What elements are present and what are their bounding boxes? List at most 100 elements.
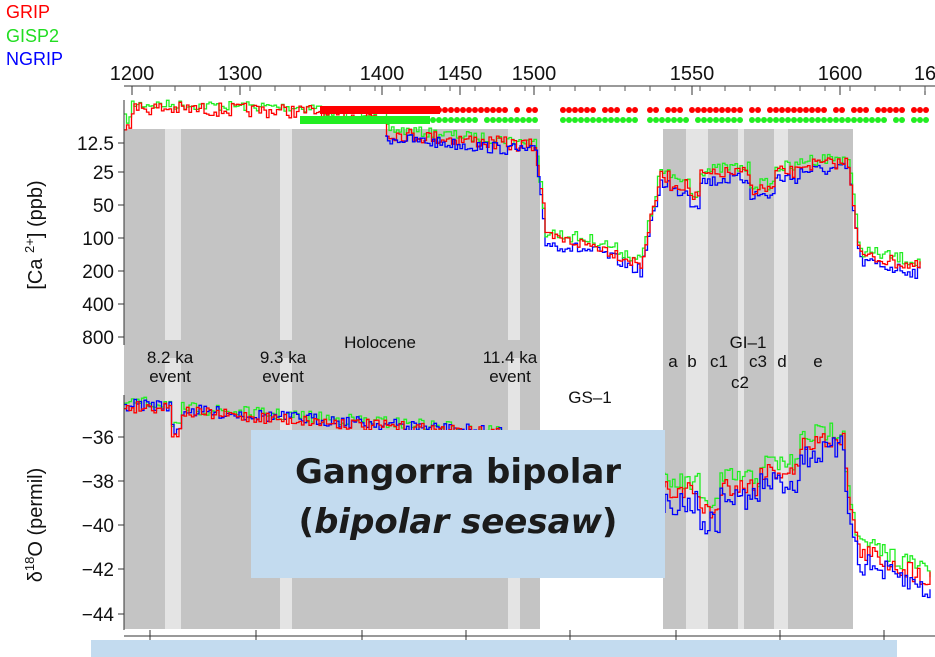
layer-dot-grip — [578, 107, 584, 113]
layer-dot-gisp2 — [785, 117, 791, 123]
ca-tick-label: 800 — [82, 328, 114, 349]
top-tick-label: 1500 — [512, 63, 557, 85]
ca-tick-label: 25 — [93, 163, 114, 184]
layer-dot-grip — [755, 107, 761, 113]
layer-dot-gisp2 — [899, 117, 905, 123]
legend-ngrip: NGRIP — [6, 49, 64, 69]
ca-tick-label: 100 — [82, 229, 114, 250]
layer-dot-grip — [791, 107, 797, 113]
layer-dot-gisp2 — [590, 117, 596, 123]
substage-label: e — [813, 352, 822, 371]
layer-dot-grip — [857, 107, 863, 113]
substage-label: b — [687, 352, 696, 371]
layer-dot-gisp2 — [520, 117, 526, 123]
layer-dot-gisp2 — [448, 117, 454, 123]
layer-dot-gisp2 — [671, 117, 677, 123]
layer-dot-grip — [526, 107, 532, 113]
layer-dot-grip — [725, 107, 731, 113]
top-tick-label: 1450 — [438, 63, 483, 85]
layer-dot-grip — [881, 107, 887, 113]
layer-dot-gisp2 — [490, 117, 496, 123]
layer-dot-gisp2 — [596, 117, 602, 123]
layer-dot-gisp2 — [791, 117, 797, 123]
layer-dot-gisp2 — [484, 117, 490, 123]
bottom-bar — [91, 640, 897, 657]
layer-dot-gisp2 — [881, 117, 887, 123]
layer-dot-grip — [875, 107, 881, 113]
top-tick-label: 1200 — [110, 63, 155, 85]
ca-tick-label: 200 — [82, 262, 114, 283]
layer-dot-gisp2 — [815, 117, 821, 123]
layer-dot-grip — [653, 107, 659, 113]
layer-dot-gisp2 — [917, 117, 923, 123]
layer-dot-grip — [797, 107, 803, 113]
layer-dot-gisp2 — [737, 117, 743, 123]
layer-dot-grip — [602, 107, 608, 113]
event-band-5 — [774, 129, 788, 629]
substage-label: d — [777, 352, 786, 371]
layer-dot-gisp2 — [809, 117, 815, 123]
layer-dot-gisp2 — [725, 117, 731, 123]
event-band-3 — [686, 129, 708, 629]
layer-dot-grip — [532, 107, 538, 113]
layer-dot-grip — [917, 107, 923, 113]
layer-dot-grip — [502, 107, 508, 113]
layer-dot-grip — [442, 107, 448, 113]
layer-dot-gisp2 — [602, 117, 608, 123]
callout-italic: bipolar seesaw — [314, 502, 602, 542]
layer-dot-gisp2 — [755, 117, 761, 123]
layer-dot-grip — [773, 107, 779, 113]
layer-dot-gisp2 — [821, 117, 827, 123]
layer-dot-gisp2 — [653, 117, 659, 123]
d18o-tick-label: −42 — [82, 560, 114, 581]
layer-dot-grip — [677, 107, 683, 113]
layer-bar-grip — [320, 106, 440, 114]
layer-dot-gisp2 — [707, 117, 713, 123]
layer-dot-gisp2 — [749, 117, 755, 123]
layer-dot-gisp2 — [626, 117, 632, 123]
layer-dot-gisp2 — [845, 117, 851, 123]
layer-dot-gisp2 — [659, 117, 665, 123]
layer-dot-grip — [737, 107, 743, 113]
top-tick-label: 1400 — [360, 63, 405, 85]
layer-dot-gisp2 — [526, 117, 532, 123]
event-label-line2: event — [149, 367, 191, 386]
layer-dot-gisp2 — [683, 117, 689, 123]
layer-dot-grip — [647, 107, 653, 113]
layer-dot-grip — [887, 107, 893, 113]
layer-dot-grip — [911, 107, 917, 113]
layer-dot-grip — [821, 107, 827, 113]
d18o-tick-label: −36 — [82, 428, 114, 449]
layer-dot-gisp2 — [584, 117, 590, 123]
layer-dot-grip — [833, 107, 839, 113]
ca-tick-label: 12.5 — [77, 134, 114, 155]
layer-dot-gisp2 — [713, 117, 719, 123]
ca-tick-label: 50 — [93, 196, 114, 217]
callout-line-1: Gangorra bipolar — [294, 452, 622, 492]
layer-dot-gisp2 — [430, 117, 436, 123]
holocene-label: Holocene — [344, 333, 416, 352]
layer-dot-gisp2 — [731, 117, 737, 123]
callout-box: Gangorra bipolar (bipolar seesaw) — [251, 430, 665, 578]
layer-dot-grip — [584, 107, 590, 113]
legend-grip: GRIP — [6, 2, 51, 22]
layer-dot-grip — [626, 107, 632, 113]
layer-dot-grip — [689, 107, 695, 113]
layer-dot-gisp2 — [560, 117, 566, 123]
layer-dot-grip — [490, 107, 496, 113]
substage-label: c1 — [710, 352, 728, 371]
callout-paren-close: ) — [601, 502, 618, 542]
layer-dot-gisp2 — [797, 117, 803, 123]
layer-dot-grip — [665, 107, 671, 113]
layer-dot-grip — [695, 107, 701, 113]
event-label-line2: event — [489, 367, 531, 386]
layer-dot-gisp2 — [532, 117, 538, 123]
layer-dot-grip — [803, 107, 809, 113]
layer-dot-gisp2 — [442, 117, 448, 123]
layer-dot-gisp2 — [472, 117, 478, 123]
event-label-line1: 9.3 ka — [260, 348, 307, 367]
event-label-line1: 8.2 ka — [147, 348, 194, 367]
layer-dot-gisp2 — [436, 117, 442, 123]
layer-dot-gisp2 — [460, 117, 466, 123]
layer-dot-grip — [815, 107, 821, 113]
